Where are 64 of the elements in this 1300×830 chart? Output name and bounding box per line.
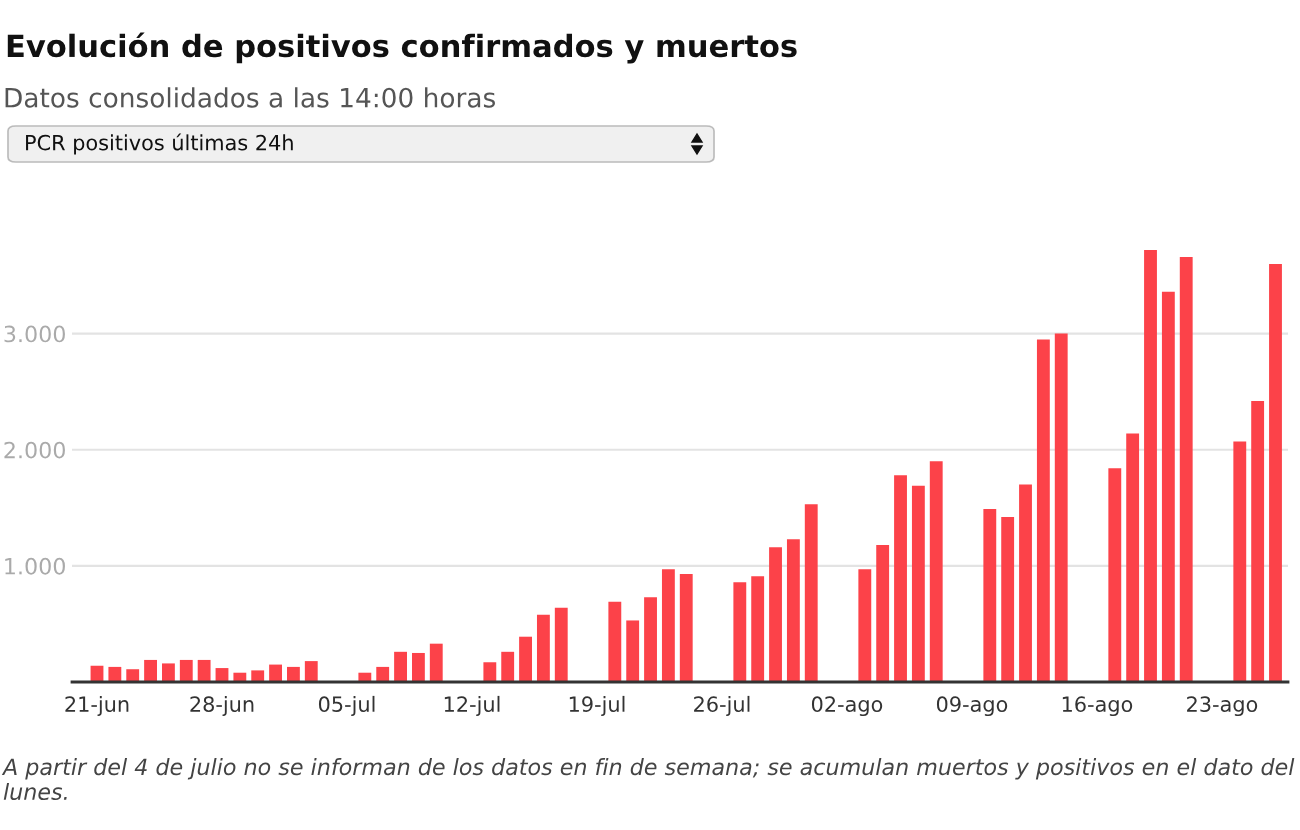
bar — [858, 569, 872, 682]
bar — [1126, 433, 1140, 682]
bar — [608, 601, 622, 682]
x-tick-label: 09-ago — [936, 696, 1008, 717]
bar — [197, 659, 211, 682]
bar — [1054, 333, 1068, 682]
bar — [1161, 291, 1175, 682]
text: PCR positivos últimas 24h — [26, 133, 293, 155]
bar — [304, 661, 318, 682]
bar — [269, 664, 282, 682]
bar — [179, 659, 193, 682]
bar — [1108, 468, 1122, 682]
bar — [394, 651, 407, 682]
bar — [1001, 517, 1015, 682]
bar — [1019, 484, 1032, 682]
bar — [786, 539, 800, 682]
bar — [1233, 441, 1247, 682]
y-tick-label: 1.000 — [5, 557, 65, 575]
bar — [751, 576, 765, 682]
x-tick-label: 21-jun — [65, 695, 129, 717]
chart-title: Evolución de positivos confirmados y muertos — [7, 32, 797, 64]
bar — [144, 659, 157, 682]
x-tick-label: 16-ago — [1062, 696, 1133, 717]
x-tick-label: 02-ago — [811, 696, 883, 717]
bar — [769, 547, 782, 682]
bar — [483, 662, 497, 682]
bar — [376, 666, 390, 682]
bar — [661, 569, 675, 682]
bar — [519, 636, 532, 682]
bar — [894, 475, 907, 682]
bar — [1036, 339, 1050, 682]
x-tick-label: 12-jul — [444, 695, 500, 717]
bar — [733, 582, 747, 682]
bar — [429, 643, 443, 682]
bar — [911, 485, 925, 682]
chart-subtitle: Datos consolidados a las 14:00 horas — [5, 87, 495, 108]
bar — [1251, 400, 1265, 682]
bar — [554, 607, 568, 682]
bar — [411, 652, 425, 682]
x-tick-label: 26-jul — [694, 695, 750, 717]
bar — [804, 504, 818, 682]
bar — [1144, 250, 1157, 682]
x-tick-label: 19-jul — [569, 695, 625, 717]
bar — [644, 597, 657, 682]
bar — [626, 620, 640, 682]
bar — [108, 666, 122, 682]
bar — [161, 663, 175, 682]
x-tick-label: 28-jun — [190, 695, 254, 717]
bar — [126, 669, 140, 682]
x-tick-label: 05-jul — [318, 695, 375, 717]
bar — [536, 614, 550, 682]
bar — [251, 670, 265, 682]
bar — [679, 574, 693, 682]
bar — [876, 544, 890, 682]
text: A partir del 4 de julio no se informan de los datos en fin de semana; se acumulan muertos y positivos en el dato del lunes. — [1, 758, 1295, 801]
bar — [929, 461, 943, 682]
bar — [1269, 263, 1282, 682]
bar — [286, 666, 300, 682]
y-tick-label: 2.000 — [4, 441, 65, 459]
x-tick-label: 23-ago — [1187, 696, 1258, 717]
bar — [983, 508, 997, 682]
bar — [501, 651, 515, 682]
bar — [1179, 256, 1193, 682]
y-tick-label: 3.000 — [4, 325, 65, 343]
